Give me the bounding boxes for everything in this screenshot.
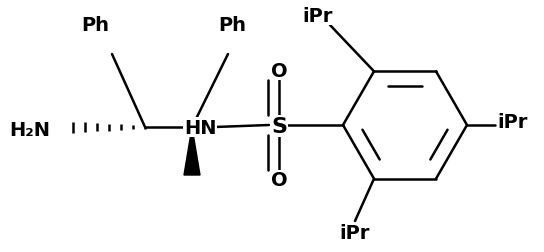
Text: O: O xyxy=(271,61,287,80)
Text: O: O xyxy=(271,171,287,190)
Text: iPr: iPr xyxy=(303,7,333,25)
Text: Ph: Ph xyxy=(81,15,109,34)
Text: iPr: iPr xyxy=(340,224,370,242)
Text: iPr: iPr xyxy=(498,112,528,131)
Text: S: S xyxy=(271,116,287,137)
Polygon shape xyxy=(184,128,200,175)
Text: H₂N: H₂N xyxy=(9,120,51,139)
Text: Ph: Ph xyxy=(218,15,246,34)
Text: HN: HN xyxy=(184,118,217,137)
